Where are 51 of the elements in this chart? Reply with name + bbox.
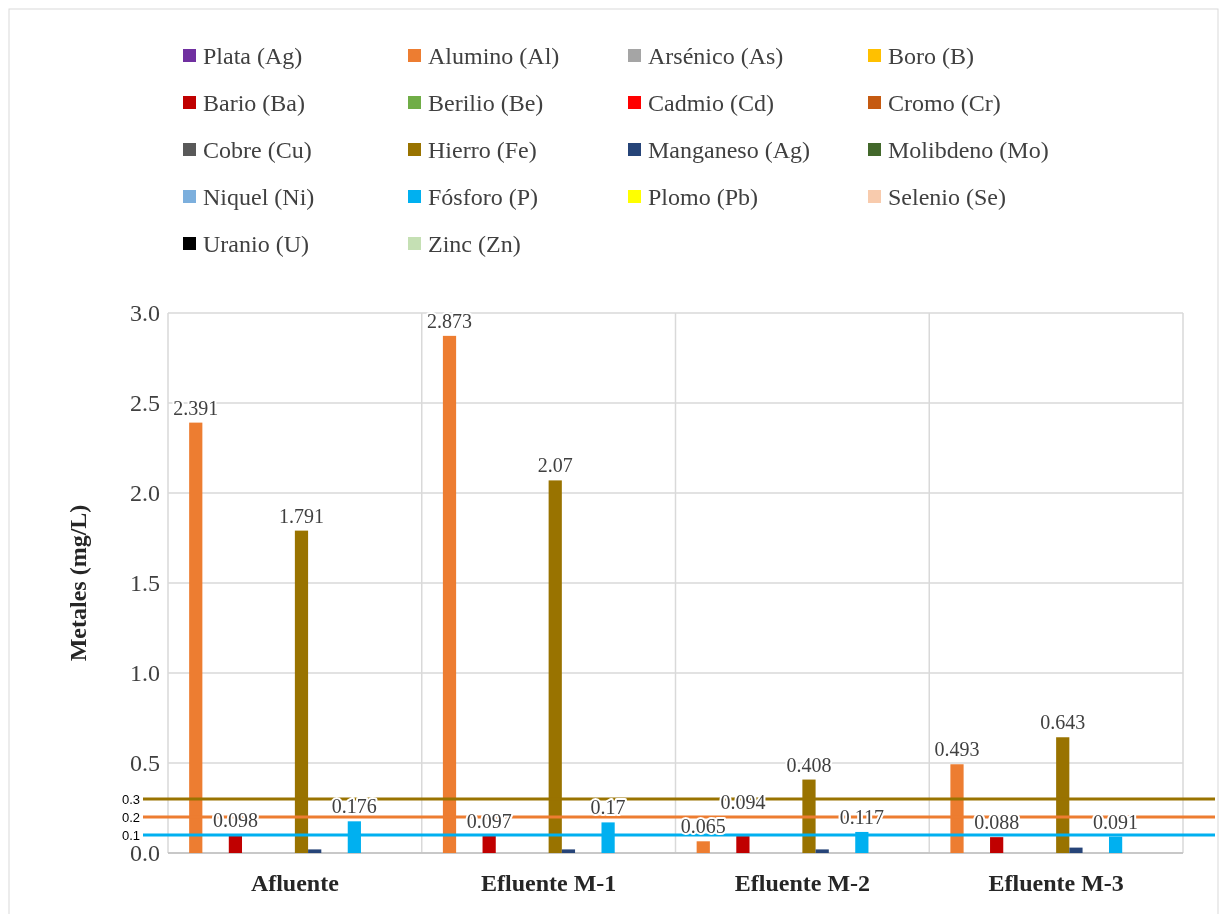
x-tick-label: Efluente M-1	[480, 870, 617, 896]
legend-label: Molibdeno (Mo)	[888, 137, 1049, 164]
y-tick-label: 2.5	[130, 390, 160, 417]
bar	[308, 849, 322, 853]
data-label: 0.408	[786, 753, 832, 776]
data-label: 0.176	[331, 795, 377, 818]
bar	[561, 849, 576, 853]
bar	[736, 836, 750, 853]
data-label: 1.791	[278, 504, 324, 527]
x-tick-label: Efluente M-2	[734, 870, 871, 896]
x-tick-label: Afluente	[250, 870, 340, 896]
data-label: 0.088	[974, 811, 1020, 834]
y-tick-label: 1.0	[130, 660, 160, 687]
legend-label: Plata (Ag)	[203, 43, 303, 70]
legend-label: Cobre (Cu)	[203, 137, 312, 164]
legend-label: Berilio (Be)	[428, 90, 544, 117]
data-label: 2.391	[173, 396, 219, 419]
bar	[1069, 847, 1083, 853]
x-tick-label: Efluente M-3	[988, 870, 1124, 896]
data-label: 0.493	[934, 738, 980, 761]
ref-line-label: 0.2	[121, 809, 140, 825]
legend-label: Hierro (Fe)	[428, 137, 537, 164]
bar	[696, 841, 710, 853]
legend-label: Boro (B)	[888, 43, 974, 70]
legend-label: Selenio (Se)	[888, 184, 1006, 211]
y-tick-label: 1.5	[130, 570, 160, 597]
y-axis-title: Metales (mg/L)	[65, 504, 91, 662]
data-label: 0.17	[590, 796, 626, 819]
ref-line-label: 0.1	[121, 827, 140, 843]
y-tick-label: 0.0	[130, 840, 160, 867]
legend-label: Niquel (Ni)	[203, 184, 315, 211]
ref-line-label: 0.3	[121, 791, 140, 807]
bar	[815, 849, 829, 853]
legend-label: Manganeso (Ag)	[648, 137, 810, 164]
bar	[990, 837, 1004, 853]
y-tick-label: 0.5	[130, 750, 160, 777]
legend-label: Uranio (U)	[203, 231, 309, 258]
legend-label: Cadmio (Cd)	[648, 90, 774, 117]
legend-label: Fósforo (P)	[428, 184, 539, 211]
legend-label: Plomo (Pb)	[648, 184, 759, 211]
legend-label: Bario (Ba)	[203, 90, 305, 117]
legend-label: Zinc (Zn)	[428, 231, 521, 258]
y-tick-label: 2.0	[130, 480, 160, 507]
data-label: 2.873	[427, 309, 472, 332]
data-label: 2.07	[537, 454, 573, 477]
legend-label: Arsénico (As)	[648, 43, 784, 70]
legend-label: Alumino (Al)	[428, 43, 560, 70]
legend-label: Cromo (Cr)	[888, 90, 1001, 117]
y-tick-label: 3.0	[130, 300, 160, 327]
data-label: 0.643	[1040, 711, 1086, 734]
data-label: 0.065	[680, 815, 726, 838]
